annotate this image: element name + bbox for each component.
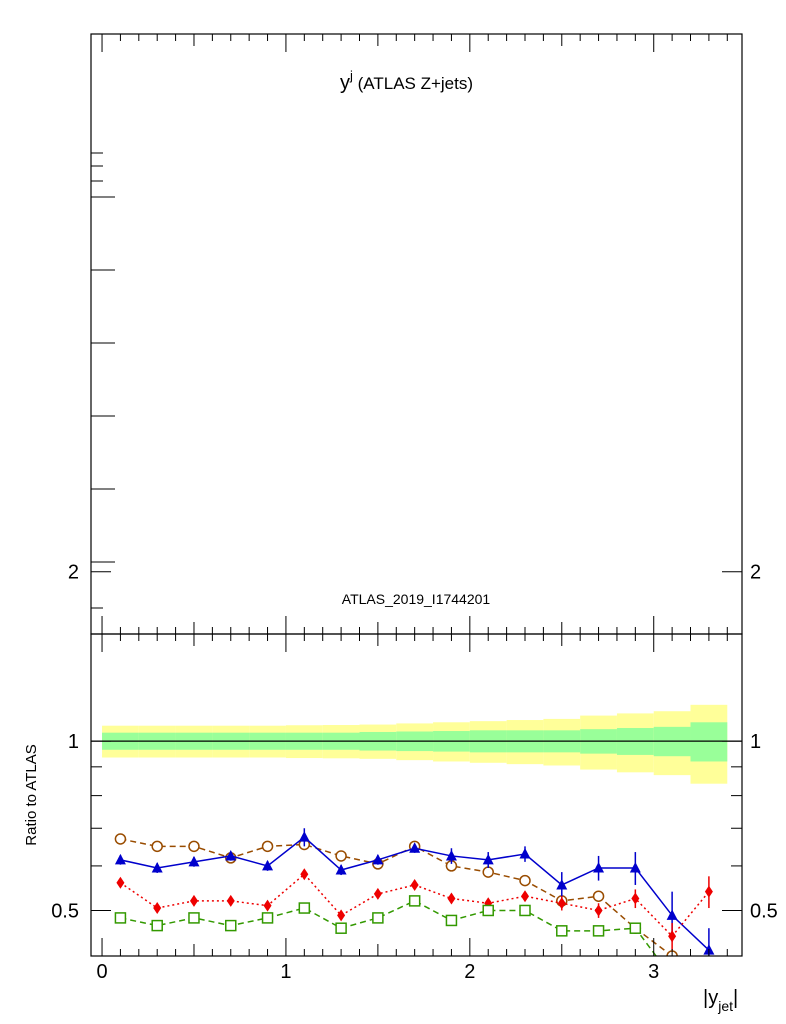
y-tick-label-left: 0.5 xyxy=(51,900,79,922)
data-point xyxy=(409,842,421,853)
data-point xyxy=(153,902,162,915)
series-line-orange xyxy=(120,838,673,956)
data-point xyxy=(519,904,531,917)
data-point xyxy=(592,890,605,902)
main-title-superscript: j xyxy=(349,68,353,83)
analysis-label: ATLAS_2019_I1744201 xyxy=(342,591,491,607)
data-point xyxy=(704,885,713,898)
y-tick-label-right: 0.5 xyxy=(750,900,778,922)
data-point xyxy=(263,899,272,912)
x-axis-label: |yjet| xyxy=(703,987,738,1014)
data-point xyxy=(188,840,200,853)
ratio-panel-ticks xyxy=(91,571,742,956)
tick-labels: 0 1 2 3 0.5 0.5 1 1 2 2 xyxy=(51,562,778,983)
data-point xyxy=(261,912,274,924)
data-point xyxy=(557,897,566,910)
x-tick-label: 1 xyxy=(280,961,291,983)
data-point xyxy=(335,922,347,934)
data-point xyxy=(114,912,127,924)
data-point xyxy=(445,914,458,927)
main-title-symbol: y xyxy=(340,72,350,94)
data-point xyxy=(668,930,677,943)
data-point xyxy=(482,866,494,878)
data-point xyxy=(337,909,346,922)
data-point xyxy=(151,840,163,853)
x-axis-label-end: | xyxy=(733,987,738,1009)
data-point xyxy=(116,876,125,889)
data-point xyxy=(519,847,531,859)
data-point xyxy=(667,973,677,983)
y-tick-label-left: 2 xyxy=(68,562,79,584)
data-point xyxy=(519,874,531,887)
data-point xyxy=(372,912,384,924)
data-point xyxy=(335,864,347,875)
ratio-series xyxy=(114,828,715,983)
data-point xyxy=(666,909,678,920)
data-point xyxy=(410,878,419,891)
data-point xyxy=(629,861,641,873)
y-tick-label-right: 2 xyxy=(750,562,761,584)
data-point xyxy=(225,849,237,861)
data-point xyxy=(482,904,494,917)
data-point xyxy=(594,904,603,917)
data-point xyxy=(225,919,237,932)
data-point xyxy=(629,922,642,934)
series-line-green xyxy=(120,900,658,956)
data-point xyxy=(373,887,382,900)
data-point xyxy=(188,855,200,867)
series-blue xyxy=(114,828,715,956)
data-point xyxy=(335,850,347,862)
main-panel: yj (ATLAS Z+jets) ATLAS_2019_I1744201 xyxy=(90,33,743,635)
main-panel-ticks xyxy=(91,34,728,634)
data-point xyxy=(445,849,457,861)
main-panel-frame xyxy=(90,33,743,635)
data-point xyxy=(556,925,568,937)
x-tick-label: 3 xyxy=(648,961,659,983)
data-point xyxy=(556,878,568,890)
data-point xyxy=(521,890,529,903)
data-point xyxy=(226,894,235,907)
data-point xyxy=(447,892,456,905)
data-point xyxy=(188,912,200,924)
series-red xyxy=(116,868,713,951)
data-point xyxy=(372,853,384,865)
data-point xyxy=(408,895,421,907)
y-tick-label-right: 1 xyxy=(750,731,761,753)
x-tick-label: 0 xyxy=(96,961,107,983)
x-axis-label-main: |y xyxy=(703,987,718,1009)
data-point xyxy=(261,840,274,853)
series-line-blue xyxy=(120,836,710,951)
data-point xyxy=(631,892,640,905)
data-point xyxy=(300,868,309,881)
main-title-rest: (ATLAS Z+jets) xyxy=(353,74,473,93)
data-point xyxy=(114,833,127,845)
data-point xyxy=(189,894,198,907)
data-point xyxy=(114,853,126,865)
data-point xyxy=(151,919,163,932)
y-axis-label: Ratio to ATLAS xyxy=(23,744,40,845)
data-point xyxy=(151,861,163,873)
x-axis-label-subscript: jet xyxy=(717,998,733,1014)
data-point xyxy=(592,925,605,937)
uncertainty-band-inner-bin xyxy=(690,722,728,762)
data-point xyxy=(298,902,311,914)
ratio-panel: 0 1 2 3 0.5 0.5 1 1 2 2 Ratio to ATLAS |yjet| xyxy=(23,562,778,1014)
data-point xyxy=(262,859,274,871)
series-green xyxy=(114,895,677,983)
data-point xyxy=(593,861,605,873)
main-title: yj (ATLAS Z+jets) xyxy=(340,68,473,94)
data-point xyxy=(482,853,494,865)
ratio-panel-frame xyxy=(90,633,743,957)
x-tick-label: 2 xyxy=(464,961,475,983)
y-tick-label-left: 1 xyxy=(68,731,79,753)
data-point xyxy=(298,831,310,842)
